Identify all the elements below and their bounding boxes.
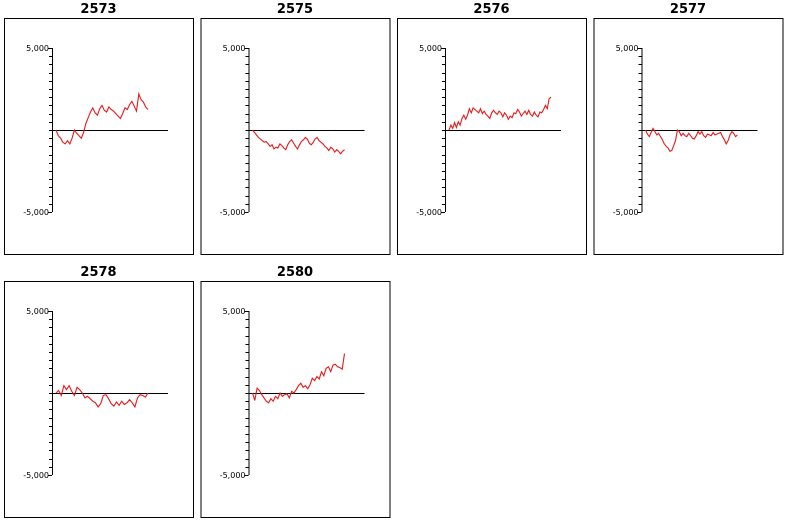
series-line	[251, 353, 346, 404]
series-line	[55, 91, 149, 146]
panel-title: 2577	[670, 2, 706, 17]
y-tick-label-bottom: -5,000	[220, 208, 246, 217]
panel-2: 2575 5,000 -5,000	[200, 2, 391, 255]
panel-1: 2573 5,000 -5,000	[4, 2, 194, 255]
panel-frame	[4, 281, 194, 518]
panel-title: 2580	[277, 265, 313, 280]
panel-title: 2578	[80, 265, 116, 280]
y-tick-label-bottom: -5,000	[220, 471, 246, 480]
panel-frame	[397, 18, 587, 255]
panel-6: 2580 5,000 -5,000	[200, 265, 391, 518]
y-tick-label-top: 5,000	[616, 44, 639, 53]
y-tick-label-bottom: -5,000	[23, 208, 49, 217]
y-tick-label-bottom: -5,000	[613, 208, 639, 217]
panel-title: 2575	[277, 2, 313, 17]
y-tick-label-top: 5,000	[26, 307, 49, 316]
series-line	[645, 127, 738, 152]
panel-3: 2576 5,000 -5,000	[397, 2, 587, 255]
y-tick-label-top: 5,000	[26, 44, 49, 53]
panel-5: 2578 5,000 -5,000	[4, 265, 194, 518]
panel-frame	[4, 18, 194, 255]
panel-title: 2576	[473, 2, 509, 17]
y-tick-label-bottom: -5,000	[23, 471, 49, 480]
y-tick-label-top: 5,000	[223, 44, 246, 53]
panel-title: 2573	[80, 2, 116, 17]
panel-frame	[200, 18, 391, 255]
series-line	[252, 129, 345, 155]
series-line	[55, 384, 149, 409]
y-tick-label-top: 5,000	[223, 307, 246, 316]
y-tick-label-bottom: -5,000	[416, 208, 442, 217]
panel-frame	[593, 18, 784, 255]
series-line	[448, 96, 552, 131]
y-tick-label-top: 5,000	[419, 44, 442, 53]
panel-4: 2577 5,000 -5,000	[593, 2, 784, 255]
panel-frame	[200, 281, 391, 518]
